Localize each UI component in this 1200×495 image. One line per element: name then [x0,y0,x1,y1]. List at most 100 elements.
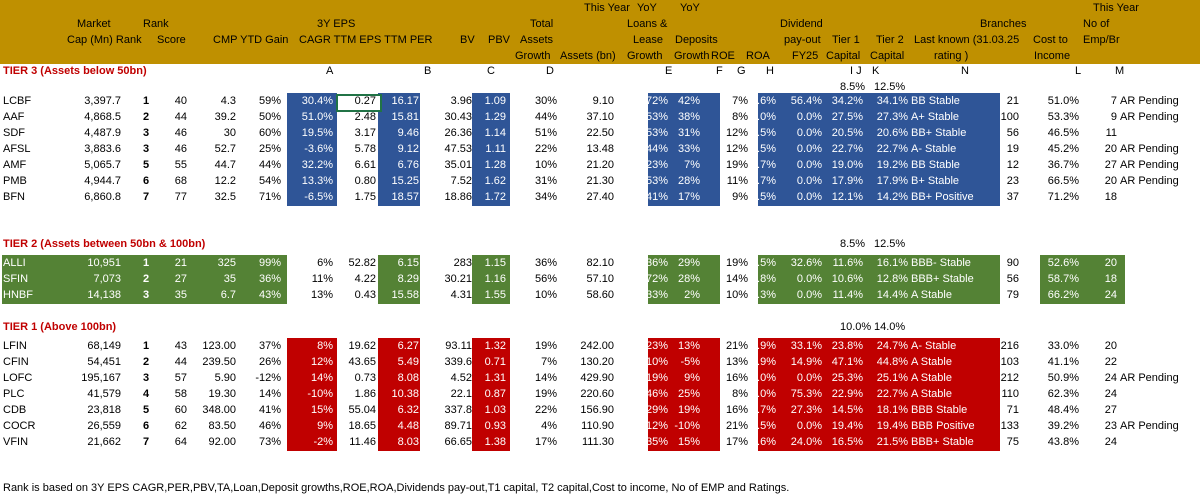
table-cell[interactable]: 1.38 [484,436,506,448]
table-cell[interactable]: 14% [258,388,281,400]
table-cell[interactable]: 12% [725,127,748,139]
threshold-t1[interactable]: 8.5% [840,81,866,93]
table-cell[interactable]: 11.4% [832,289,863,301]
row-label[interactable]: AMF [3,159,27,171]
table-cell[interactable]: 6.7 [220,289,236,301]
column-letter[interactable]: L [1075,65,1082,77]
table-cell[interactable]: 60% [258,127,281,139]
table-cell[interactable]: 55.04 [348,404,376,416]
table-cell[interactable]: 1.31 [484,372,506,384]
table-cell[interactable]: 27.40 [586,191,614,203]
table-cell[interactable]: 13% [677,340,700,352]
table-cell[interactable]: 46.5% [1047,127,1079,139]
table-cell[interactable]: 53% [645,111,668,123]
table-cell[interactable]: 27.3% [790,404,822,416]
table-cell[interactable]: 17% [677,191,700,203]
table-cell[interactable]: BB+ Positive [911,191,974,203]
table-cell[interactable]: 4.31 [450,289,472,301]
table-cell[interactable]: 0.0% [796,372,822,384]
table-cell[interactable]: 32.2% [301,159,333,171]
selected-cell[interactable] [336,94,382,112]
table-cell[interactable]: 21.30 [586,175,614,187]
header-label[interactable]: Tier 1 [832,34,860,46]
table-cell[interactable]: 46 [174,143,187,155]
table-cell[interactable]: 37% [258,340,281,352]
column-letter[interactable]: G [737,65,746,77]
table-cell[interactable]: 130.20 [580,356,614,368]
table-cell[interactable]: 34.1% [876,95,908,107]
table-cell[interactable]: 11 [1105,127,1117,139]
table-cell[interactable]: 19% [677,404,700,416]
section-title[interactable]: TIER 3 (Assets below 50bn) [3,65,147,77]
table-cell[interactable]: 99% [258,257,281,269]
table-cell[interactable]: 31% [534,175,557,187]
table-cell[interactable]: 71 [1006,404,1019,416]
table-cell[interactable]: 20 [1104,257,1117,269]
table-cell[interactable]: 0.0% [796,111,822,123]
header-label[interactable]: CAGR TTM EPS TTM PER [299,34,433,46]
table-cell[interactable]: 15% [677,436,700,448]
table-cell[interactable]: AR Pending [1120,159,1179,171]
table-cell[interactable]: 212 [1000,372,1019,384]
table-cell[interactable]: 283 [453,257,472,269]
table-cell[interactable]: 0.0% [796,191,822,203]
table-cell[interactable]: 24 [1104,388,1117,400]
table-cell[interactable]: 35% [645,436,668,448]
table-cell[interactable]: 0.0% [796,289,822,301]
table-cell[interactable]: 1.16 [484,273,506,285]
table-cell[interactable]: 60 [174,404,187,416]
table-cell[interactable]: 15.25 [391,175,419,187]
table-cell[interactable]: 3 [143,127,150,139]
table-cell[interactable]: 20 [1104,143,1117,155]
table-cell[interactable]: 1 [143,95,150,107]
table-cell[interactable]: 44.7 [214,159,236,171]
header-label[interactable]: Score [157,34,186,46]
header-label[interactable]: ROA [746,50,770,62]
header-label[interactable]: YoY [637,2,657,14]
table-cell[interactable]: 3.96 [450,95,472,107]
row-label[interactable]: LOFC [3,372,33,384]
table-cell[interactable]: 41% [258,404,281,416]
table-cell[interactable]: 1.72 [484,191,506,203]
table-cell[interactable]: 51% [534,127,557,139]
table-cell[interactable]: 5 [143,404,150,416]
row-label[interactable]: AAF [3,111,25,123]
table-cell[interactable]: 37 [1006,191,1019,203]
table-cell[interactable]: 36% [645,257,668,269]
table-cell[interactable]: 9.12 [397,143,419,155]
table-cell[interactable]: 26% [258,356,281,368]
table-cell[interactable]: A- Stable [911,143,957,155]
table-cell[interactable]: 19 [1006,143,1019,155]
table-cell[interactable]: A Stable [911,372,952,384]
table-cell[interactable]: 5 [143,159,150,171]
table-cell[interactable]: 1 [143,257,150,269]
header-label[interactable]: Lease [633,34,663,46]
table-cell[interactable]: 22.7% [876,143,908,155]
table-cell[interactable]: 68,149 [87,340,121,352]
table-cell[interactable]: 72% [645,273,668,285]
table-cell[interactable]: 44% [534,111,557,123]
table-cell[interactable]: 62 [174,420,187,432]
table-cell[interactable]: 71.2% [1047,191,1079,203]
table-cell[interactable]: 13.48 [586,143,614,155]
table-cell[interactable]: 44% [258,159,281,171]
table-cell[interactable]: 4.48 [397,420,419,432]
table-cell[interactable]: 1.5% [750,191,776,203]
header-label[interactable]: ROE [711,50,735,62]
table-cell[interactable]: 242.00 [580,340,614,352]
table-cell[interactable]: 14.5% [831,404,863,416]
table-cell[interactable]: 15.81 [391,111,419,123]
table-cell[interactable]: 216 [1000,340,1019,352]
table-cell[interactable]: 24.7% [876,340,908,352]
table-cell[interactable]: 58 [174,388,187,400]
table-cell[interactable]: 50% [258,111,281,123]
table-cell[interactable]: 0.0% [796,143,822,155]
table-cell[interactable]: 52.7 [214,143,236,155]
header-label[interactable]: PBV [488,34,511,46]
table-cell[interactable]: 75.3% [790,388,822,400]
table-cell[interactable]: 9% [732,191,748,203]
table-cell[interactable]: 21,662 [87,436,121,448]
table-cell[interactable]: 6.0% [750,372,776,384]
table-cell[interactable]: 26.36 [444,127,472,139]
table-cell[interactable]: 9 [1110,111,1117,123]
